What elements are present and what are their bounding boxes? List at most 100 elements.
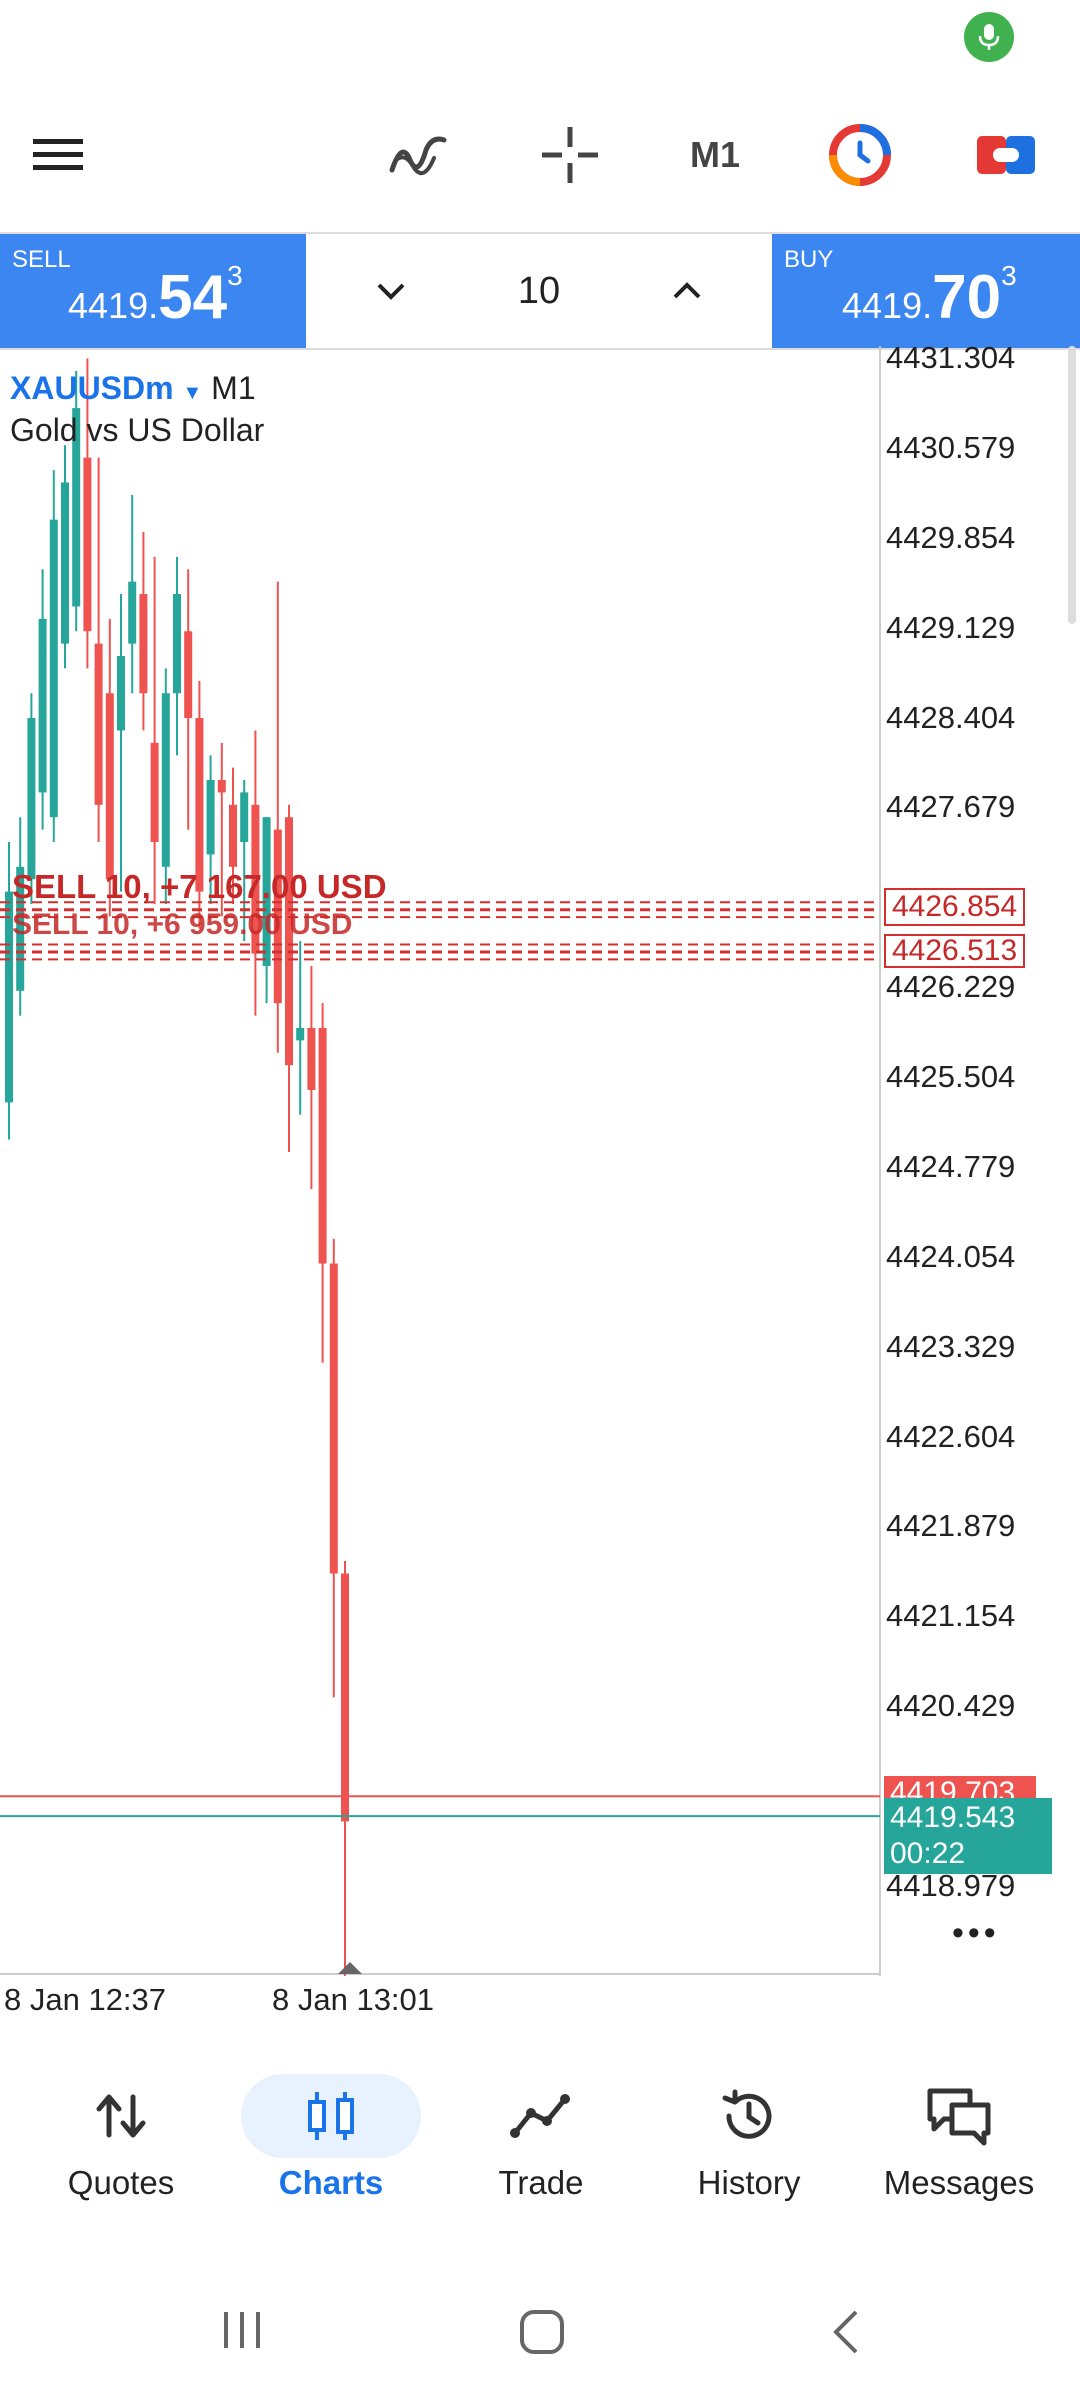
symbol-description: Gold vs US Dollar [10,412,265,448]
one-click-trading-button[interactable] [966,100,1046,210]
price-axis-label: 4424.779 [886,1148,1016,1184]
buy-label: BUY [784,246,834,273]
candle-body [240,792,249,843]
candle-body [296,1027,305,1041]
candle-body [217,780,226,793]
price-chart[interactable] [0,346,1080,1976]
candles-layer [5,358,349,1976]
candle-body [262,817,271,966]
candle-body [16,866,25,991]
candle-body [307,1027,316,1090]
chart-symbol[interactable]: XAUUSDm ▼ M1 [10,370,256,406]
candle-body [83,457,92,632]
microphone-indicator [964,12,1014,62]
candle-body [61,482,69,644]
volume-value: 10 [517,269,561,312]
candle-body [128,581,137,644]
price-axis-label: 4430.579 [886,429,1016,465]
crosshair-button[interactable] [530,100,610,210]
candle-body [5,891,13,1103]
hamburger-icon [33,139,83,170]
indicators-icon [389,136,447,176]
increase-volume-button[interactable] [662,266,712,316]
price-axis-label: 4424.054 [886,1238,1016,1274]
candle-body [38,618,47,793]
nav-history[interactable]: History [644,2060,854,2220]
crosshair-icon [542,127,598,183]
bid-price-tag: 4419.543 00:22 [884,1798,1052,1874]
order-line-label[interactable]: SELL 10, +7 167.00 USD [12,868,387,905]
candle-body [150,742,159,843]
microphone-icon [978,24,1000,50]
color-scheme-button[interactable] [820,100,900,210]
charts-icon [241,2074,421,2158]
time-axis-label: 8 Jan 12:37 [4,1982,167,2017]
candle-body [72,408,81,607]
palette-icon [829,124,891,186]
sell-button[interactable]: SELL 4419.543 [0,234,306,348]
nav-trade[interactable]: Trade [436,2060,646,2220]
messages-icon [869,2074,1049,2158]
time-axis-label: 8 Jan 13:01 [272,1982,435,2017]
price-axis-label: 4428.404 [886,699,1016,735]
candle-body [206,780,215,855]
price-axis-label: 4429.854 [886,519,1016,555]
candle-body [161,693,170,867]
candle-body [139,594,148,694]
candle-body [184,631,193,719]
candle-body [94,643,103,805]
nav-messages[interactable]: Messages [854,2060,1064,2220]
candle-body [318,1027,327,1264]
candle-body [195,718,204,892]
nav-quotes[interactable]: Quotes [16,2060,226,2220]
order-price-tag: 4426.513 [884,934,1026,968]
quotes-icon [31,2074,211,2158]
sell-price: 4419.543 [68,260,243,332]
price-axis-label: 4425.504 [886,1059,1016,1095]
price-axis-label: 4420.429 [886,1688,1016,1724]
candle-body [117,656,125,731]
ask-price-tag: 4419.703 [884,1776,1036,1798]
history-icon [659,2074,839,2158]
candle-body [341,1573,349,1822]
candle-body [251,804,260,954]
one-click-trade-icon [977,136,1035,174]
candle-body [105,693,114,880]
buy-button[interactable]: BUY 4419.703 [772,234,1080,348]
price-lines-layer [0,901,880,1818]
sell-label: SELL [12,246,71,273]
back-icon[interactable] [826,2308,866,2356]
period-marker [338,1962,362,1974]
price-axis-label: 4421.154 [886,1598,1016,1634]
system-navigation-bar [0,2280,1080,2380]
recent-apps-icon[interactable] [220,2308,264,2352]
candle-body [27,718,36,880]
more-options-icon[interactable]: ••• [952,1914,1000,1952]
price-axis-label: 4423.329 [886,1328,1016,1364]
candle-body [229,804,237,867]
timeframe-button[interactable]: M1 [689,134,740,175]
price-axis-label: 4431.304 [886,340,1016,375]
home-icon[interactable] [518,2308,566,2356]
bottom-navigation: Quotes Charts Trade [0,2060,1080,2220]
price-axis-label: 4429.129 [886,609,1016,645]
chart-toolbar: M1 [0,100,1080,210]
order-line-label[interactable]: SELL 10, +6 959.00 USD [12,908,353,941]
indicators-button[interactable] [380,100,460,210]
candle-body [329,1263,338,1574]
candle-body [49,519,58,818]
decrease-volume-button[interactable] [366,266,416,316]
candle-body [285,817,293,1066]
order-price-tag: 4426.854 [884,888,1026,926]
price-axis-label: 4427.679 [886,789,1016,825]
scroll-indicator[interactable] [1068,346,1076,624]
nav-charts[interactable]: Charts [226,2060,436,2220]
menu-button[interactable] [20,100,96,210]
one-click-trade-panel: SELL 4419.543 10 BUY 4419.703 [0,232,1080,350]
volume-field[interactable]: 10 [306,234,772,348]
buy-price: 4419.703 [842,260,1017,332]
price-axis-label: 4422.604 [886,1418,1016,1454]
price-axis-label: 4421.879 [886,1508,1016,1544]
price-axis-label: 4426.229 [886,969,1016,1005]
trade-icon [451,2074,631,2158]
